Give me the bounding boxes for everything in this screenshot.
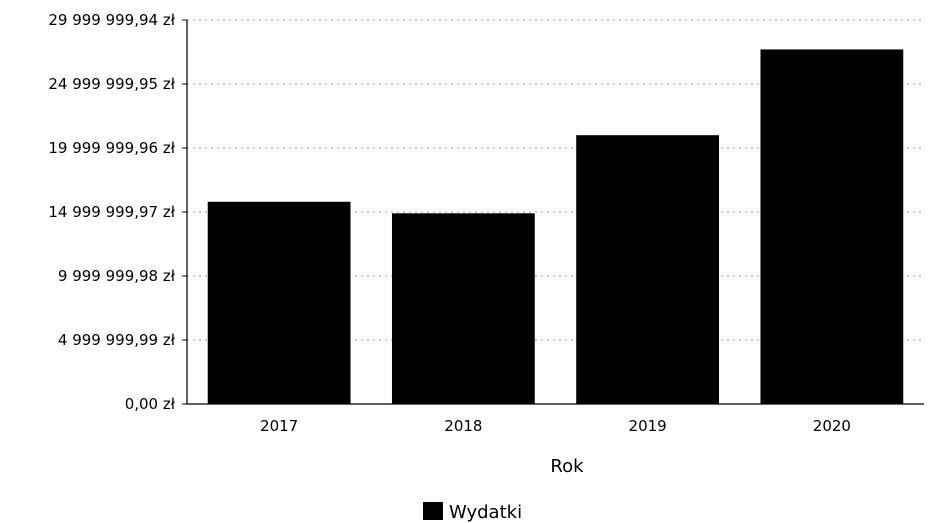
x-tick-label: 2018 [444,417,482,435]
y-tick-label: 19 999 999,96 zł [48,139,175,157]
y-tick-label: 24 999 999,95 zł [48,75,175,93]
x-tick-label: 2017 [260,417,298,435]
legend: Wydatki [423,502,522,523]
y-tick-label: 9 999 999,98 zł [58,267,176,285]
bar-2019 [576,135,720,404]
y-tick-label: 14 999 999,97 zł [48,203,175,221]
y-tick-labels: 0,00 zł 4 999 999,99 zł 9 999 999,98 zł 14 … [48,11,187,413]
y-tick-label: 4 999 999,99 zł [58,331,176,349]
x-tick-label: 2020 [813,417,851,435]
legend-label-wydatki: Wydatki [449,502,522,523]
x-tick-labels: 2017 2018 2019 2020 [260,417,851,435]
y-tick-label: 0,00 zł [125,395,176,413]
bars [207,49,904,404]
bar-2017 [207,201,351,404]
bar-2018 [391,213,535,404]
x-axis-label: Rok [550,456,584,477]
y-tick-label: 29 999 999,94 zł [48,11,175,29]
legend-swatch-wydatki [423,502,443,520]
x-tick-label: 2019 [629,417,667,435]
bar-2020 [760,49,904,404]
